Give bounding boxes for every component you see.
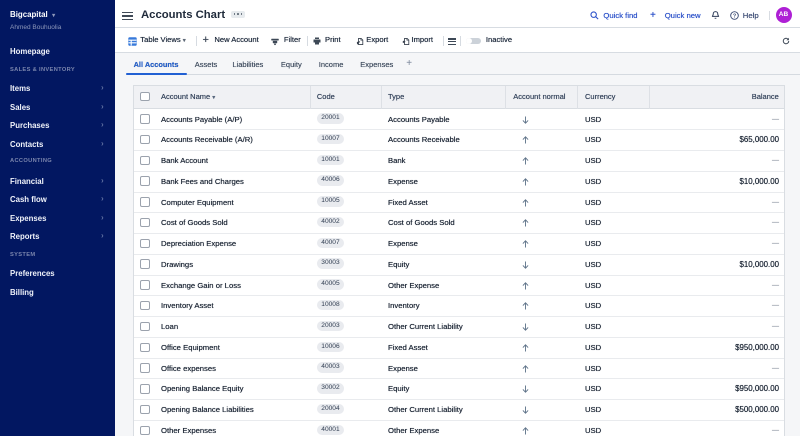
svg-text:?: ? [733, 13, 736, 19]
